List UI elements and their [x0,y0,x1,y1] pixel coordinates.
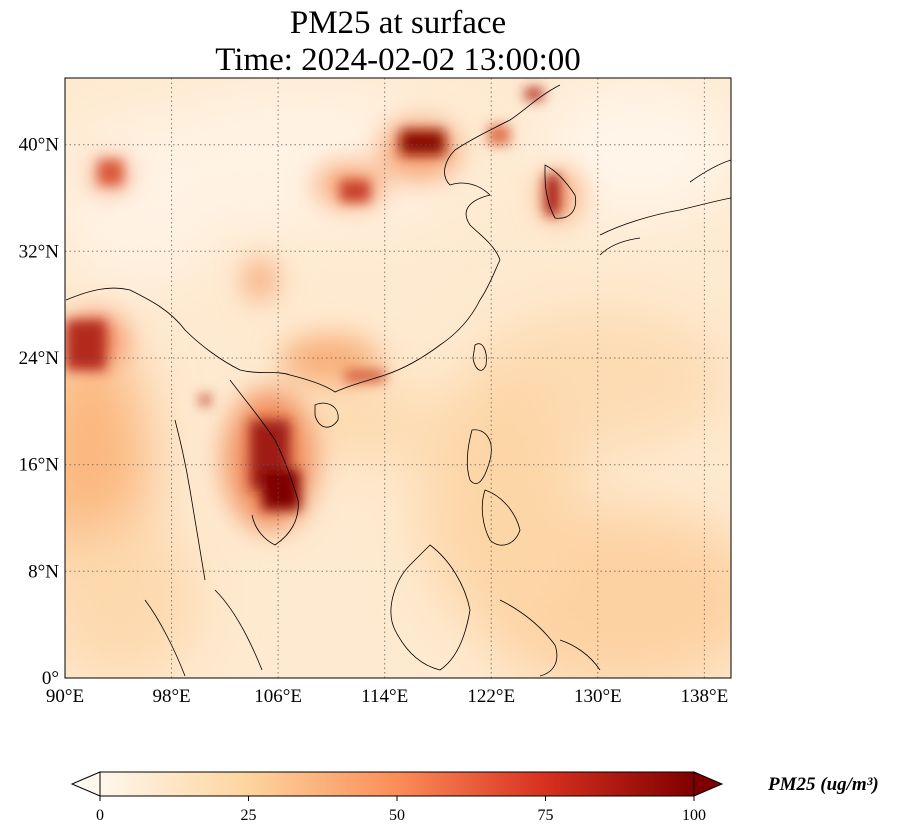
colorbar-ticks: 0 25 50 75 100 [96,796,706,824]
colorbar-tick-label: 25 [241,807,257,824]
lat-tick-label: 8°N [28,561,59,582]
colorbar-title: PM25 (ug/m³) [768,774,879,795]
lon-tick-label: 122°E [467,686,515,707]
map-frame [64,77,732,679]
lon-tick-label: 90°E [46,686,84,707]
lat-tick-label: 40°N [19,135,60,156]
lat-tick-label: 0° [42,668,59,689]
lon-tick-label: 130°E [574,686,622,707]
gridlines [65,78,731,678]
lon-tick-label: 106°E [254,686,302,707]
lat-tick-label: 24°N [19,348,60,369]
map-title-line1: PM25 at surface [289,5,507,41]
longitude-tick-labels: 90°E 98°E 106°E 114°E 122°E 130°E 138°E [46,686,728,707]
pm25-field [65,78,731,678]
colorbar-extend-high [693,771,724,797]
latitude-tick-labels: 0° 8°N 16°N 24°N 32°N 40°N [19,135,60,689]
lon-tick-label: 138°E [681,686,729,707]
colorbar-tick-label: 50 [389,807,405,824]
colorbar-bar [99,771,695,797]
colorbar-tick-label: 75 [538,807,554,824]
colorbar: 0 25 50 75 100 [70,771,724,824]
lat-tick-label: 32°N [19,241,60,262]
coastlines [65,84,731,677]
colorbar-extend-low [70,771,101,797]
lon-tick-label: 114°E [361,686,408,707]
colorbar-tick-label: 0 [96,807,104,824]
lon-tick-label: 98°E [152,686,190,707]
lat-tick-label: 16°N [19,455,60,476]
map-title-line2: Time: 2024-02-02 13:00:00 [215,42,581,78]
colorbar-tick-label: 100 [682,807,706,824]
